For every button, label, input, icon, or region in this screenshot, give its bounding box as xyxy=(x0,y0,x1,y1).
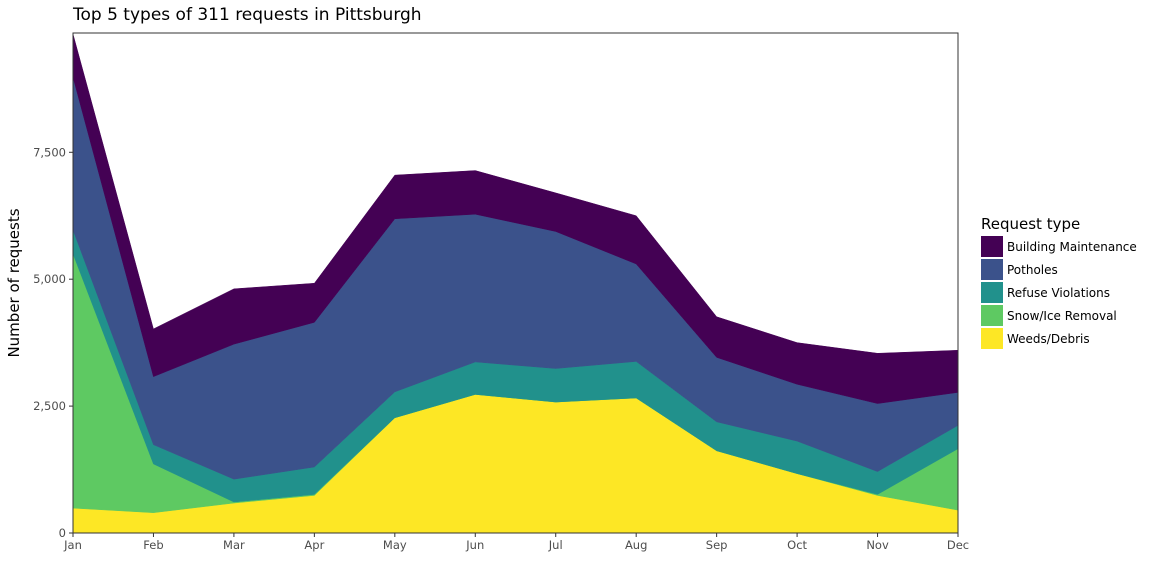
chart-title: Top 5 types of 311 requests in Pittsburg… xyxy=(72,5,422,25)
y-tick-label: 2,500 xyxy=(33,399,66,413)
y-tick-label: 7,500 xyxy=(33,145,66,159)
x-tick-label: Aug xyxy=(625,538,647,552)
y-tick-label: 5,000 xyxy=(33,272,66,286)
y-axis: 0 2,500 5,000 7,500 xyxy=(33,145,73,540)
x-tick-label: Feb xyxy=(143,538,163,552)
y-tick-label: 0 xyxy=(59,526,66,540)
legend-label: Refuse Violations xyxy=(1007,286,1110,300)
areas-layer xyxy=(72,33,959,534)
legend-title: Request type xyxy=(981,215,1080,233)
x-tick-label: Oct xyxy=(787,538,807,552)
legend-label: Weeds/Debris xyxy=(1007,332,1090,346)
legend-key xyxy=(981,305,1003,326)
legend-key xyxy=(981,282,1003,303)
x-tick-label: Dec xyxy=(947,538,969,552)
x-tick-label: Sep xyxy=(706,538,728,552)
x-tick-label: May xyxy=(383,538,407,552)
legend-label: Building Maintenance xyxy=(1007,240,1137,254)
x-tick-label: Jul xyxy=(548,538,563,552)
legend-key xyxy=(981,259,1003,280)
x-tick-label: Nov xyxy=(866,538,889,552)
x-axis: Jan Feb Mar Apr May Jun Jul Aug Sep Oct Nov Dec xyxy=(63,533,969,552)
x-tick-label: Jun xyxy=(465,538,484,552)
legend: Request type Building Maintenance Pothole… xyxy=(981,215,1137,349)
x-tick-label: Jan xyxy=(63,538,82,552)
legend-label: Potholes xyxy=(1007,263,1058,277)
legend-key xyxy=(981,236,1003,257)
plot-panel-border xyxy=(72,32,959,534)
y-axis-title: Number of requests xyxy=(5,208,23,357)
legend-key xyxy=(981,328,1003,349)
x-tick-label: Mar xyxy=(223,538,245,552)
legend-label: Snow/Ice Removal xyxy=(1007,309,1117,323)
x-tick-label: Apr xyxy=(304,538,324,552)
